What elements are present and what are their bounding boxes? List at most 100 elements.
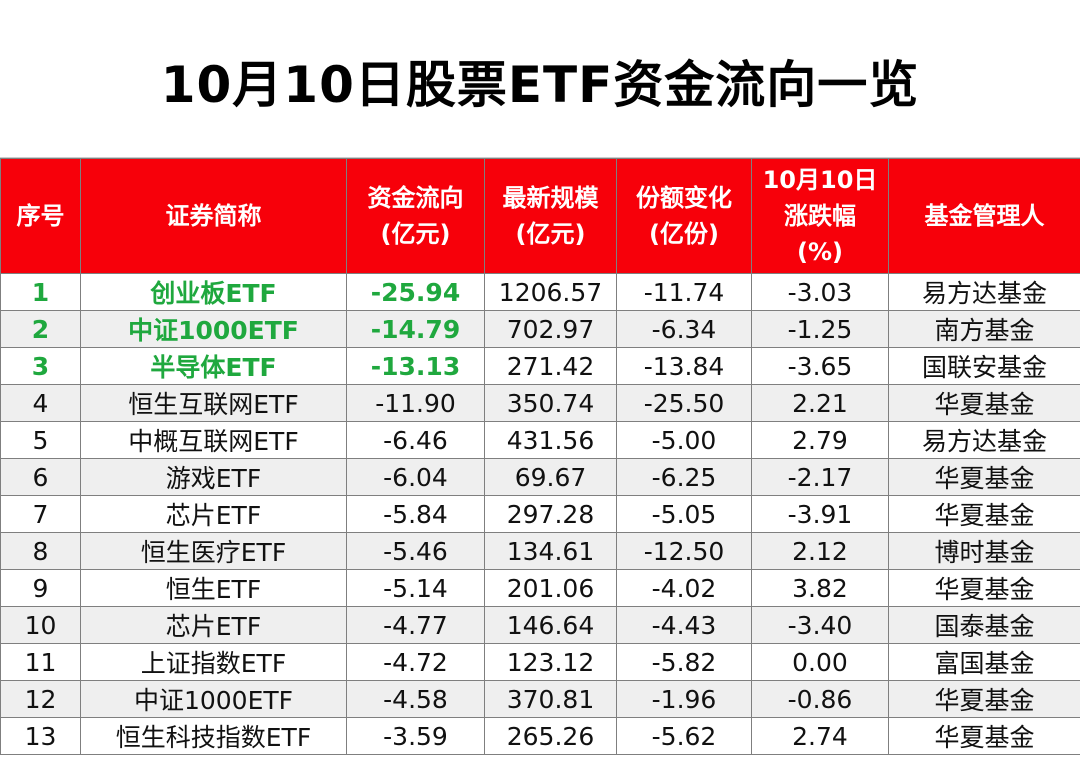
- header-rank-line: 序号: [16, 202, 65, 230]
- cell-rank: 12: [0, 680, 81, 718]
- cell-scale: 431.56: [484, 421, 617, 459]
- cell-share: -12.50: [616, 532, 752, 570]
- header-scale-line-2: (亿元): [515, 220, 586, 248]
- cell-flow: -13.13: [346, 347, 485, 385]
- etf-flow-table: 序号 证券简称 资金流向 (亿元) 最新规模 (亿元) 份额变化 (亿份) 10…: [0, 158, 1080, 755]
- cell-name: 芯片ETF: [80, 495, 347, 533]
- cell-manager: 易方达基金: [888, 421, 1080, 459]
- cell-change: -3.65: [751, 347, 889, 385]
- header-flow-line-1: 资金流向: [367, 184, 464, 212]
- cell-rank: 6: [0, 458, 81, 496]
- cell-share: -6.34: [616, 310, 752, 348]
- header-share-line-1: 份额变化: [636, 184, 732, 212]
- table-row: 11 上证指数ETF -4.72 123.12 -5.82 0.00 富国基金: [0, 643, 1080, 681]
- cell-flow: -6.04: [346, 458, 485, 496]
- cell-scale: 1206.57: [484, 273, 617, 311]
- cell-name: 恒生科技指数ETF: [80, 717, 347, 755]
- table-row: 3 半导体ETF -13.13 271.42 -13.84 -3.65 国联安基金: [0, 347, 1080, 385]
- cell-share: -5.82: [616, 643, 752, 681]
- header-row: 序号 证券简称 资金流向 (亿元) 最新规模 (亿元) 份额变化 (亿份) 10…: [0, 158, 1080, 274]
- cell-flow: -6.46: [346, 421, 485, 459]
- table-row: 5 中概互联网ETF -6.46 431.56 -5.00 2.79 易方达基金: [0, 421, 1080, 459]
- header-flow-line-2: (亿元): [380, 220, 451, 248]
- cell-manager: 博时基金: [888, 532, 1080, 570]
- cell-scale: 69.67: [484, 458, 617, 496]
- cell-share: -6.25: [616, 458, 752, 496]
- cell-manager: 国泰基金: [888, 606, 1080, 644]
- cell-manager: 国联安基金: [888, 347, 1080, 385]
- cell-name: 上证指数ETF: [80, 643, 347, 681]
- cell-rank: 11: [0, 643, 81, 681]
- cell-flow: -4.77: [346, 606, 485, 644]
- cell-change: 2.79: [751, 421, 889, 459]
- cell-change: -2.17: [751, 458, 889, 496]
- cell-rank: 10: [0, 606, 81, 644]
- cell-manager: 富国基金: [888, 643, 1080, 681]
- header-share-line-2: (亿份): [649, 220, 719, 248]
- cell-share: -5.05: [616, 495, 752, 533]
- header-name-line: 证券简称: [165, 202, 262, 230]
- table-row: 2 中证1000ETF -14.79 702.97 -6.34 -1.25 南方基金: [0, 310, 1080, 348]
- header-manager-line: 基金管理人: [924, 202, 1045, 230]
- cell-flow: -5.14: [346, 569, 485, 607]
- cell-flow: -25.94: [346, 273, 485, 311]
- cell-manager: 华夏基金: [888, 569, 1080, 607]
- header-name: 证券简称: [80, 158, 347, 274]
- cell-manager: 南方基金: [888, 310, 1080, 348]
- cell-scale: 271.42: [484, 347, 617, 385]
- cell-change: -3.91: [751, 495, 889, 533]
- cell-change: 2.12: [751, 532, 889, 570]
- cell-share: -25.50: [616, 384, 752, 422]
- cell-name: 中证1000ETF: [80, 310, 347, 348]
- cell-scale: 123.12: [484, 643, 617, 681]
- cell-scale: 201.06: [484, 569, 617, 607]
- cell-rank: 2: [0, 310, 81, 348]
- cell-change: -3.40: [751, 606, 889, 644]
- cell-manager: 华夏基金: [888, 384, 1080, 422]
- header-scale-line-1: 最新规模: [502, 184, 599, 212]
- cell-scale: 134.61: [484, 532, 617, 570]
- header-change-line-3: (%): [797, 238, 843, 266]
- cell-scale: 146.64: [484, 606, 617, 644]
- cell-manager: 华夏基金: [888, 717, 1080, 755]
- cell-rank: 8: [0, 532, 81, 570]
- cell-flow: -5.46: [346, 532, 485, 570]
- header-change-line-2: 涨跌幅: [784, 202, 856, 230]
- header-change-line-1: 10月10日: [762, 166, 878, 194]
- cell-flow: -11.90: [346, 384, 485, 422]
- page-title: 10月10日股票ETF资金流向一览: [160, 55, 920, 114]
- cell-rank: 5: [0, 421, 81, 459]
- cell-rank: 3: [0, 347, 81, 385]
- cell-share: -5.00: [616, 421, 752, 459]
- cell-scale: 370.81: [484, 680, 617, 718]
- table-row: 1 创业板ETF -25.94 1206.57 -11.74 -3.03 易方达基金: [0, 273, 1080, 311]
- cell-manager: 华夏基金: [888, 680, 1080, 718]
- cell-share: -13.84: [616, 347, 752, 385]
- cell-scale: 350.74: [484, 384, 617, 422]
- table-body: 1 创业板ETF -25.94 1206.57 -11.74 -3.03 易方达基金 2 中证1…: [0, 273, 1080, 755]
- cell-share: -5.62: [616, 717, 752, 755]
- cell-change: -3.03: [751, 273, 889, 311]
- cell-name: 恒生互联网ETF: [80, 384, 347, 422]
- cell-change: -0.86: [751, 680, 889, 718]
- cell-name: 游戏ETF: [80, 458, 347, 496]
- table-row: 13 恒生科技指数ETF -3.59 265.26 -5.62 2.74 华夏基金: [0, 717, 1080, 755]
- cell-name: 恒生医疗ETF: [80, 532, 347, 570]
- cell-name: 半导体ETF: [80, 347, 347, 385]
- cell-rank: 4: [0, 384, 81, 422]
- cell-scale: 265.26: [484, 717, 617, 755]
- cell-flow: -4.72: [346, 643, 485, 681]
- cell-flow: -3.59: [346, 717, 485, 755]
- cell-name: 创业板ETF: [80, 273, 347, 311]
- header-scale: 最新规模 (亿元): [484, 158, 617, 274]
- table-row: 9 恒生ETF -5.14 201.06 -4.02 3.82 华夏基金: [0, 569, 1080, 607]
- table-row: 6 游戏ETF -6.04 69.67 -6.25 -2.17 华夏基金: [0, 458, 1080, 496]
- title-bar: 10月10日股票ETF资金流向一览: [0, 0, 1080, 158]
- table-row: 7 芯片ETF -5.84 297.28 -5.05 -3.91 华夏基金: [0, 495, 1080, 533]
- cell-rank: 1: [0, 273, 81, 311]
- cell-change: 2.21: [751, 384, 889, 422]
- cell-manager: 易方达基金: [888, 273, 1080, 311]
- cell-flow: -5.84: [346, 495, 485, 533]
- header-rank: 序号: [0, 158, 81, 274]
- cell-rank: 13: [0, 717, 81, 755]
